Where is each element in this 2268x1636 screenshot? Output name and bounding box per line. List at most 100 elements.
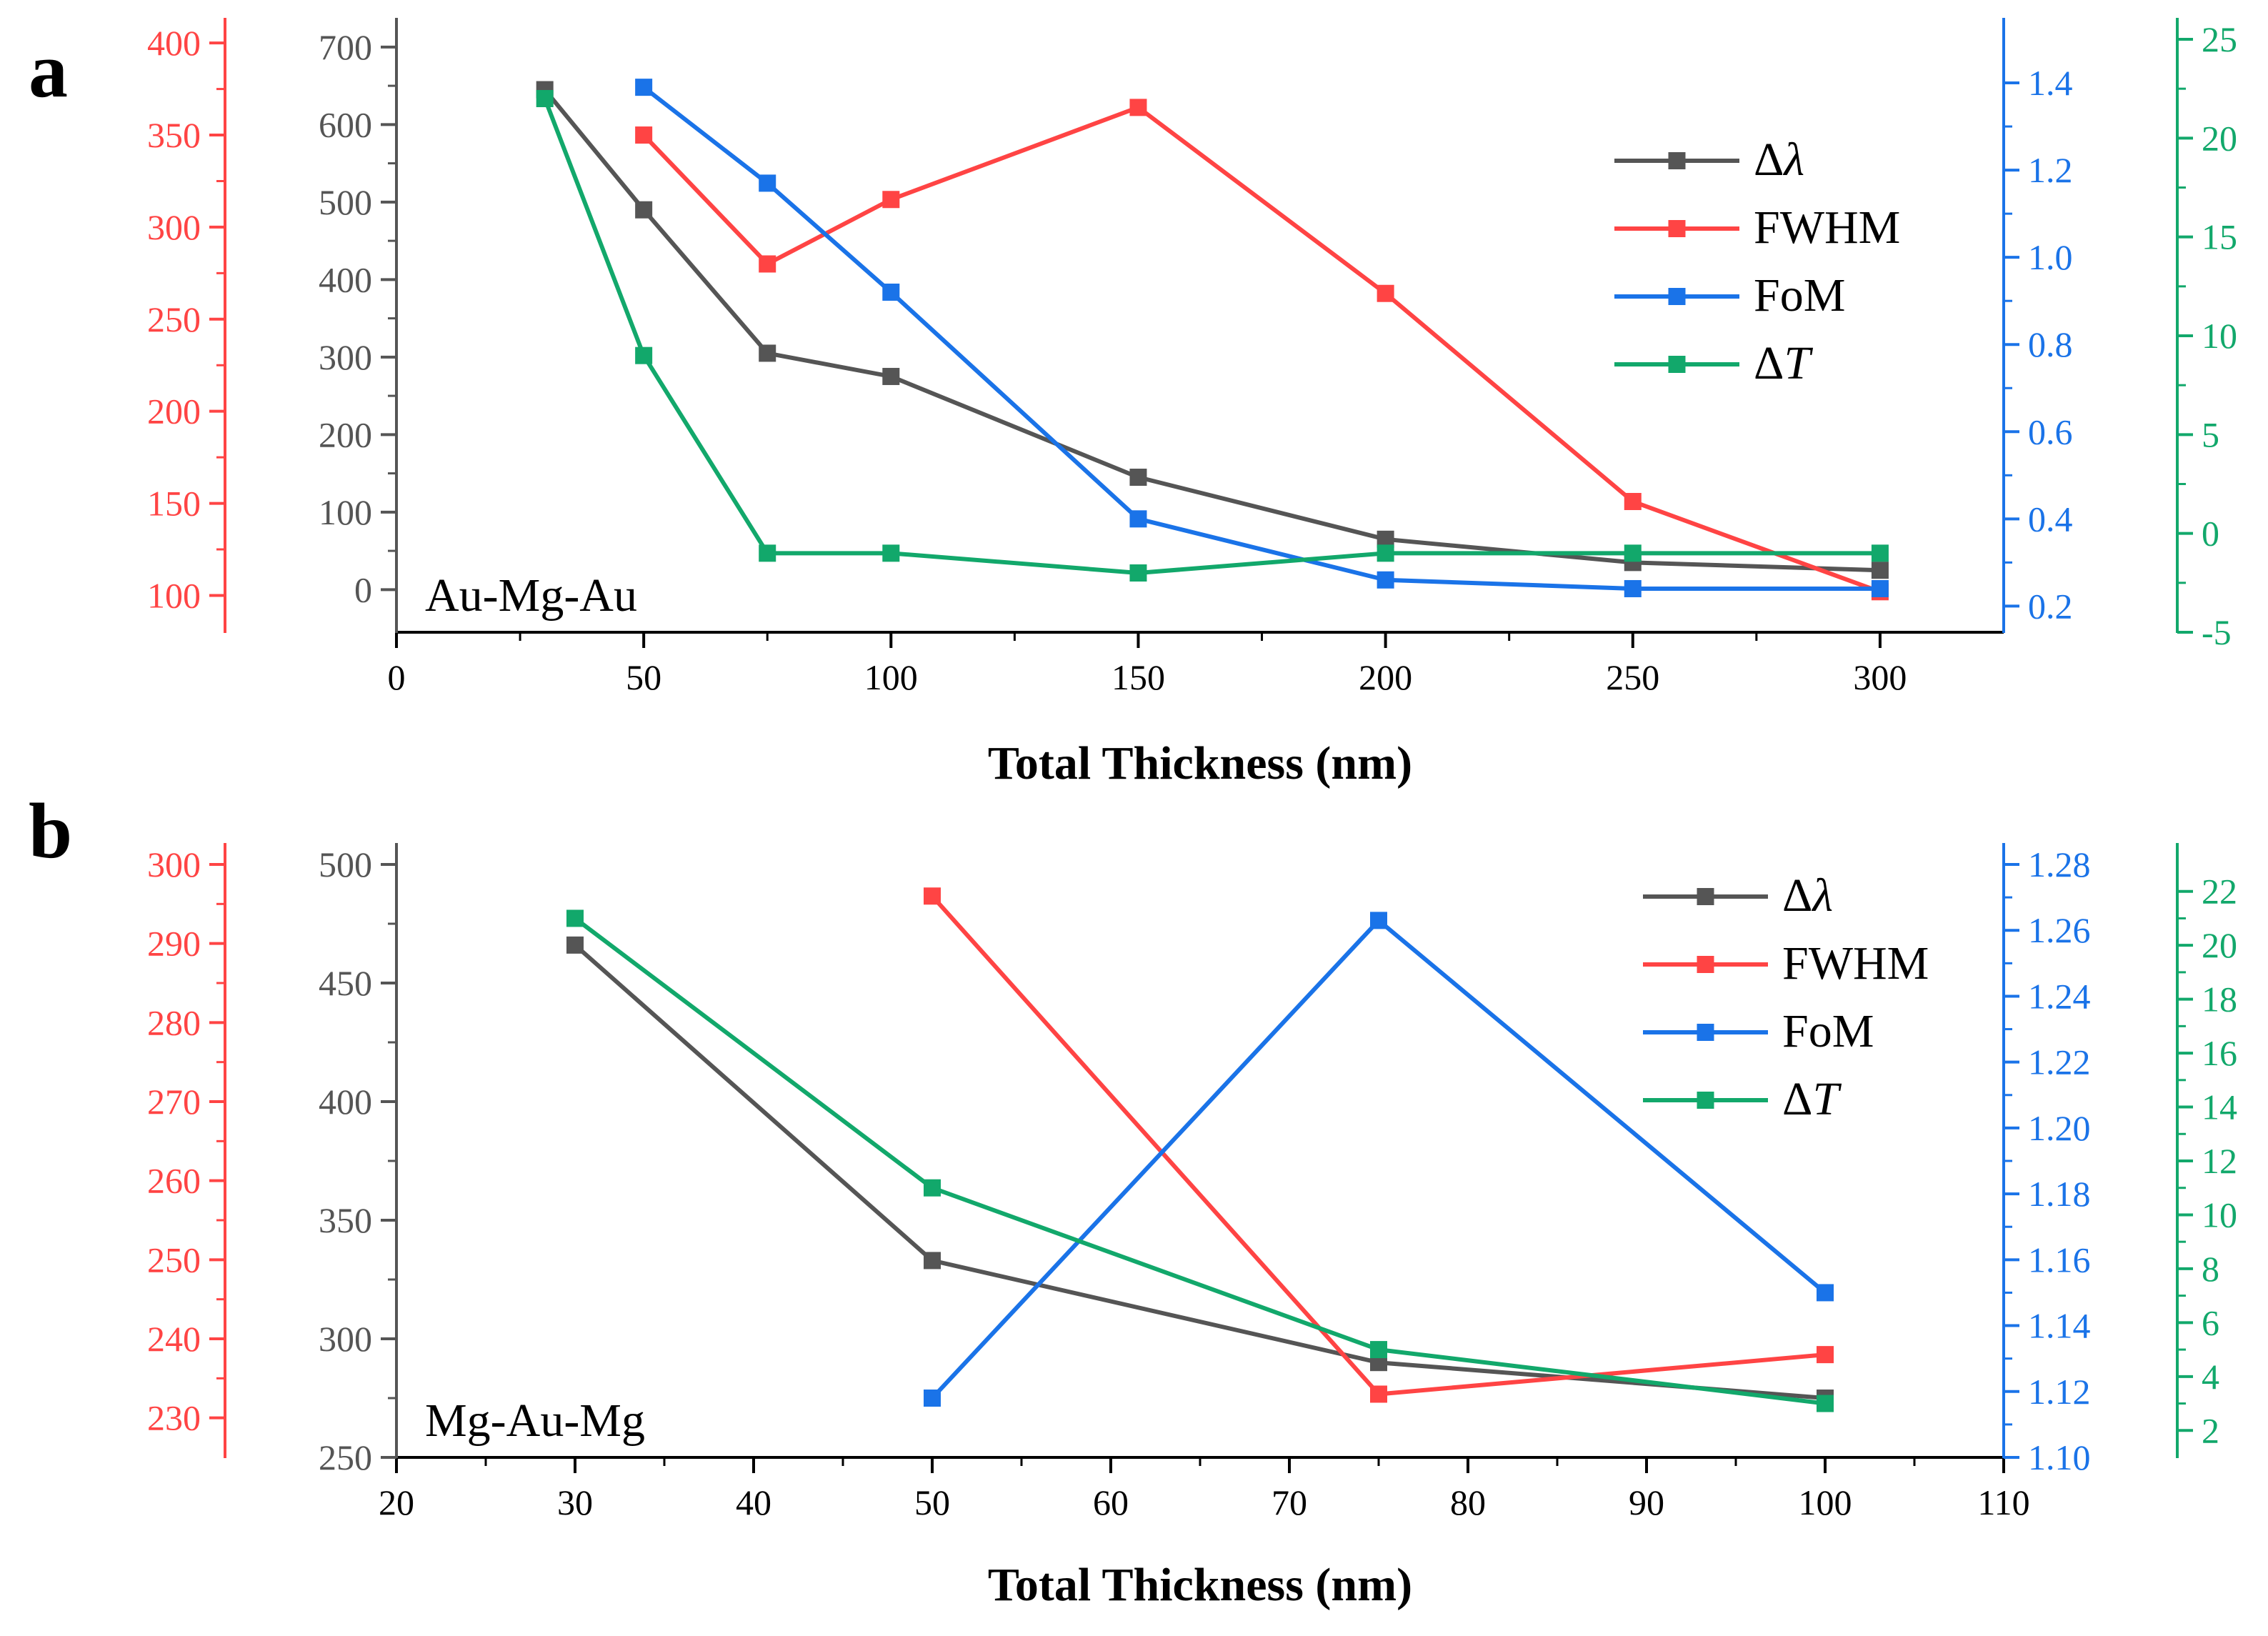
y-black-tick-label: 200 bbox=[319, 414, 372, 454]
y-blue-tick-label: 1.0 bbox=[2028, 237, 2073, 277]
series-point-fom bbox=[1370, 912, 1387, 929]
series-point-fwhm bbox=[924, 887, 941, 905]
y-blue-tick-label: 1.12 bbox=[2028, 1372, 2091, 1412]
series-point-δt bbox=[924, 1179, 941, 1197]
series-point-δt bbox=[1370, 1341, 1387, 1359]
y-red-tick-label: 250 bbox=[147, 1240, 201, 1280]
y-blue-tick-label: 0.2 bbox=[2028, 586, 2073, 626]
legend-label: Δλ bbox=[1754, 134, 1804, 186]
series-point-fwhm bbox=[635, 126, 653, 144]
series-point-δt bbox=[1377, 544, 1394, 562]
legend-symbol: λ bbox=[1811, 869, 1833, 922]
x-tick-label: 20 bbox=[379, 1482, 414, 1522]
y-red-tick-label: 240 bbox=[147, 1319, 201, 1359]
y-black-tick-label: 350 bbox=[319, 1200, 372, 1240]
y-black-tick-label: 0 bbox=[354, 569, 372, 609]
y-red-tick-label: 300 bbox=[147, 844, 201, 884]
legend-label: FoM bbox=[1782, 1005, 1874, 1057]
y-blue-tick-label: 1.16 bbox=[2028, 1240, 2091, 1280]
y-blue-tick-label: 0.6 bbox=[2028, 412, 2073, 452]
series-point-δt bbox=[566, 909, 584, 927]
series-line-δλ bbox=[543, 88, 1881, 573]
legend-delta: Δ bbox=[1782, 1073, 1812, 1125]
series-point-fwhm bbox=[1817, 1346, 1834, 1364]
legend-delta: Δ bbox=[1782, 869, 1812, 922]
series-point-δt bbox=[635, 346, 653, 364]
y-black-tick-label: 400 bbox=[319, 1082, 372, 1122]
y-red-tick-label: 230 bbox=[147, 1398, 201, 1438]
y-red-tick-label: 350 bbox=[147, 115, 201, 155]
series-point-δt bbox=[1624, 544, 1642, 562]
series-point-fom bbox=[924, 1390, 941, 1407]
series-line-δλ bbox=[574, 943, 1826, 1400]
y-blue-tick-label: 0.8 bbox=[2028, 324, 2073, 364]
y-green-tick-label: 12 bbox=[2202, 1141, 2237, 1181]
y-green-tick-label: 10 bbox=[2202, 316, 2237, 356]
x-tick-label: 80 bbox=[1450, 1482, 1486, 1522]
y-blue-tick-label: 1.14 bbox=[2028, 1306, 2091, 1346]
legend-label: FWHM bbox=[1782, 937, 1929, 989]
series-point-fom bbox=[1817, 1284, 1834, 1302]
y-red-tick-label: 300 bbox=[147, 207, 201, 247]
series-point-δt bbox=[536, 90, 554, 107]
y-blue-tick-label: 1.20 bbox=[2028, 1108, 2091, 1148]
legend-swatch-marker bbox=[1697, 1092, 1714, 1109]
y-blue-tick-label: 1.2 bbox=[2028, 150, 2073, 190]
series-point-δλ bbox=[1871, 562, 1889, 579]
y-green-tick-label: 0 bbox=[2202, 514, 2219, 554]
series-point-fwhm bbox=[1129, 99, 1147, 116]
series-point-fom bbox=[635, 79, 653, 96]
y-red-tick-label: 260 bbox=[147, 1161, 201, 1201]
y-red-tick-label: 200 bbox=[147, 391, 201, 432]
chart-panel-b: 20 30 40 50 60 70 80 90 100 110 Total Thickness (n… bbox=[147, 843, 2237, 1611]
y-green-tick-label: 18 bbox=[2202, 979, 2237, 1019]
y-black-tick-label: 500 bbox=[319, 182, 372, 222]
y-blue-tick-label: 0.4 bbox=[2028, 499, 2073, 539]
series-point-δλ bbox=[566, 936, 584, 954]
legend-delta: Δ bbox=[1754, 134, 1784, 186]
y-green-tick-label: -5 bbox=[2202, 612, 2232, 652]
y-black-tick-label: 450 bbox=[319, 963, 372, 1003]
x-tick-label: 0 bbox=[388, 657, 406, 697]
x-tick-label: 50 bbox=[626, 657, 661, 697]
y-green-tick-label: 25 bbox=[2202, 19, 2237, 59]
series-point-δλ bbox=[1129, 469, 1147, 487]
series-point-fwhm bbox=[1370, 1385, 1387, 1403]
series-point-δt bbox=[1129, 564, 1147, 582]
legend-delta: Δ bbox=[1754, 337, 1784, 389]
series-point-δt bbox=[882, 544, 900, 562]
y-blue-tick-label: 1.24 bbox=[2028, 976, 2091, 1016]
sample-annotation: Mg-Au-Mg bbox=[425, 1395, 645, 1447]
y-black-tick-label: 400 bbox=[319, 259, 372, 299]
legend-swatch-marker bbox=[1697, 956, 1714, 973]
y-green-tick-label: 22 bbox=[2202, 872, 2237, 912]
legend-label: ΔT bbox=[1754, 337, 1813, 389]
y-green-tick-label: 4 bbox=[2202, 1357, 2219, 1397]
series-point-fom bbox=[1871, 579, 1889, 597]
x-tick-label: 50 bbox=[914, 1482, 950, 1522]
series-point-δt bbox=[759, 544, 776, 562]
legend-swatch-marker bbox=[1668, 220, 1686, 237]
legend-symbol: T bbox=[1784, 337, 1813, 389]
y-blue-tick-label: 1.28 bbox=[2028, 844, 2091, 884]
y-green-tick-label: 6 bbox=[2202, 1302, 2219, 1342]
y-red-tick-label: 290 bbox=[147, 924, 201, 964]
x-tick-label: 300 bbox=[1853, 657, 1907, 697]
y-red-tick-label: 270 bbox=[147, 1082, 201, 1122]
series-point-δt bbox=[1871, 544, 1889, 562]
y-black-tick-label: 300 bbox=[319, 1319, 372, 1359]
x-tick-label: 70 bbox=[1272, 1482, 1307, 1522]
y-red-tick-label: 400 bbox=[147, 23, 201, 63]
series-point-δλ bbox=[924, 1252, 941, 1270]
x-tick-label: 100 bbox=[864, 657, 918, 697]
panel-letter-b: b bbox=[29, 787, 72, 874]
legend-label: ΔT bbox=[1782, 1073, 1842, 1125]
panel-letter-a: a bbox=[29, 26, 68, 114]
series-point-δλ bbox=[882, 367, 900, 385]
y-blue-tick-label: 1.18 bbox=[2028, 1174, 2091, 1214]
x-tick-label: 150 bbox=[1111, 657, 1165, 697]
legend-label: Δλ bbox=[1782, 869, 1833, 922]
legend-label: FWHM bbox=[1754, 201, 1900, 254]
series-point-fwhm bbox=[882, 191, 900, 209]
y-black-tick-label: 250 bbox=[319, 1437, 372, 1477]
